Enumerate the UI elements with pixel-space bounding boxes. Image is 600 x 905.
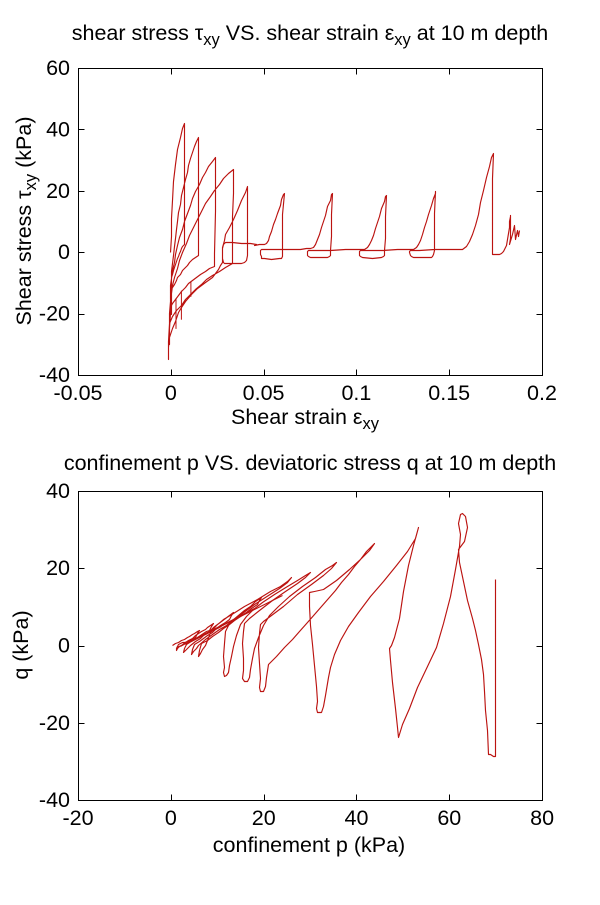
svg-text:0: 0 [58,240,70,264]
svg-text:-40: -40 [39,363,70,387]
svg-text:0.05: 0.05 [243,381,285,405]
svg-text:q (kPa): q (kPa) [9,610,33,679]
svg-text:confinement p VS. deviatoric s: confinement p VS. deviatoric stress q at… [64,451,556,475]
svg-text:20: 20 [46,556,70,580]
svg-text:-20: -20 [39,302,70,326]
svg-text:20: 20 [252,806,276,830]
svg-text:60: 60 [437,806,461,830]
svg-text:60: 60 [46,56,70,80]
svg-text:Shear strain εxy: Shear strain εxy [231,405,380,433]
svg-text:0.1: 0.1 [341,381,371,405]
svg-text:confinement p (kPa): confinement p (kPa) [213,833,405,857]
svg-text:-40: -40 [39,788,70,812]
svg-text:0.2: 0.2 [527,381,557,405]
svg-text:0: 0 [165,806,177,830]
svg-text:Shear stress τxy (kPa): Shear stress τxy (kPa) [12,117,40,326]
svg-text:0: 0 [58,634,70,658]
svg-text:40: 40 [46,479,70,503]
svg-text:0: 0 [165,381,177,405]
svg-text:0.15: 0.15 [428,381,470,405]
svg-text:-20: -20 [62,806,93,830]
svg-text:-0.05: -0.05 [53,381,102,405]
svg-text:80: 80 [530,806,554,830]
svg-text:-20: -20 [39,711,70,735]
svg-text:40: 40 [46,117,70,141]
svg-text:40: 40 [345,806,369,830]
svg-text:20: 20 [46,179,70,203]
svg-text:shear stress τxy VS. shear str: shear stress τxy VS. shear strain εxy at… [72,21,549,49]
